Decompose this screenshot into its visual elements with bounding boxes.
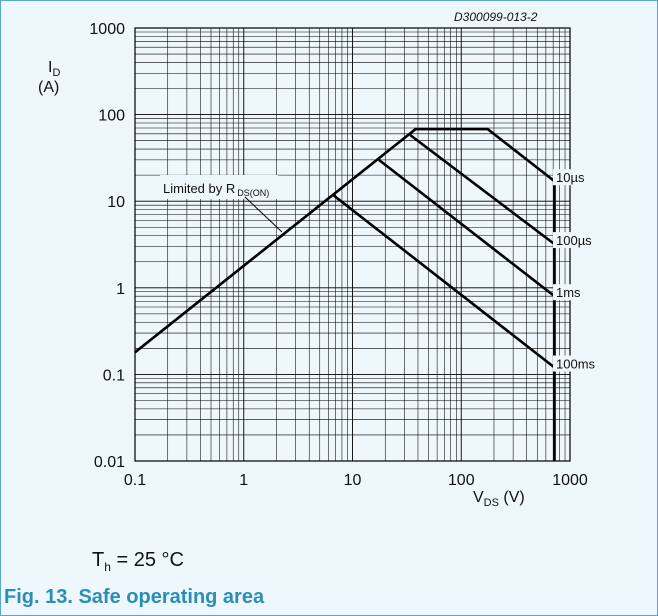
series-label-bg — [553, 169, 603, 186]
condition-label: Th = 25 °C — [92, 549, 184, 574]
series-label: 100µs — [556, 233, 592, 248]
doc-code: D300099-013-2 — [454, 10, 538, 24]
series-label: 1ms — [556, 285, 581, 300]
y-tick-label: 1 — [116, 281, 125, 298]
y-tick-label: 10 — [107, 194, 125, 211]
series-line-10µs — [134, 127, 556, 461]
series-line-1ms — [378, 158, 556, 298]
x-tick-label: 1000 — [552, 472, 588, 489]
curve-labels: 10µs 100µs 1ms 100ms — [553, 169, 603, 372]
x-tick-label: 0.1 — [124, 472, 146, 489]
y-tick-label: 0.1 — [103, 367, 125, 384]
x-tick-label: 100 — [448, 472, 475, 489]
series-label-bg — [553, 355, 603, 372]
curves — [134, 127, 556, 461]
y-axis-unit: (A) — [38, 79, 59, 96]
figure-caption: Fig. 13. Safe operating area — [4, 586, 265, 608]
x-tick-label: 1 — [239, 472, 248, 489]
series-line-100ms — [331, 193, 556, 369]
annotation-bg — [160, 175, 278, 199]
series-label: 100ms — [556, 357, 596, 372]
rds-annotation: Limited by R DS(ON) — [163, 181, 269, 198]
y-tick-label: 0.01 — [94, 454, 125, 471]
x-axis-label: VDS (V) — [473, 489, 525, 509]
y-axis-label: ID — [48, 59, 60, 79]
y-tick-label: 100 — [98, 108, 125, 125]
y-tick-label: 1000 — [89, 21, 125, 38]
series-label-bg — [553, 232, 603, 249]
grid — [134, 28, 570, 462]
x-tick-label: 10 — [344, 472, 362, 489]
series-line-100µs — [409, 134, 556, 246]
series-label-bg — [553, 284, 603, 301]
series-label: 10µs — [556, 170, 585, 185]
annotation-leader — [244, 196, 283, 233]
